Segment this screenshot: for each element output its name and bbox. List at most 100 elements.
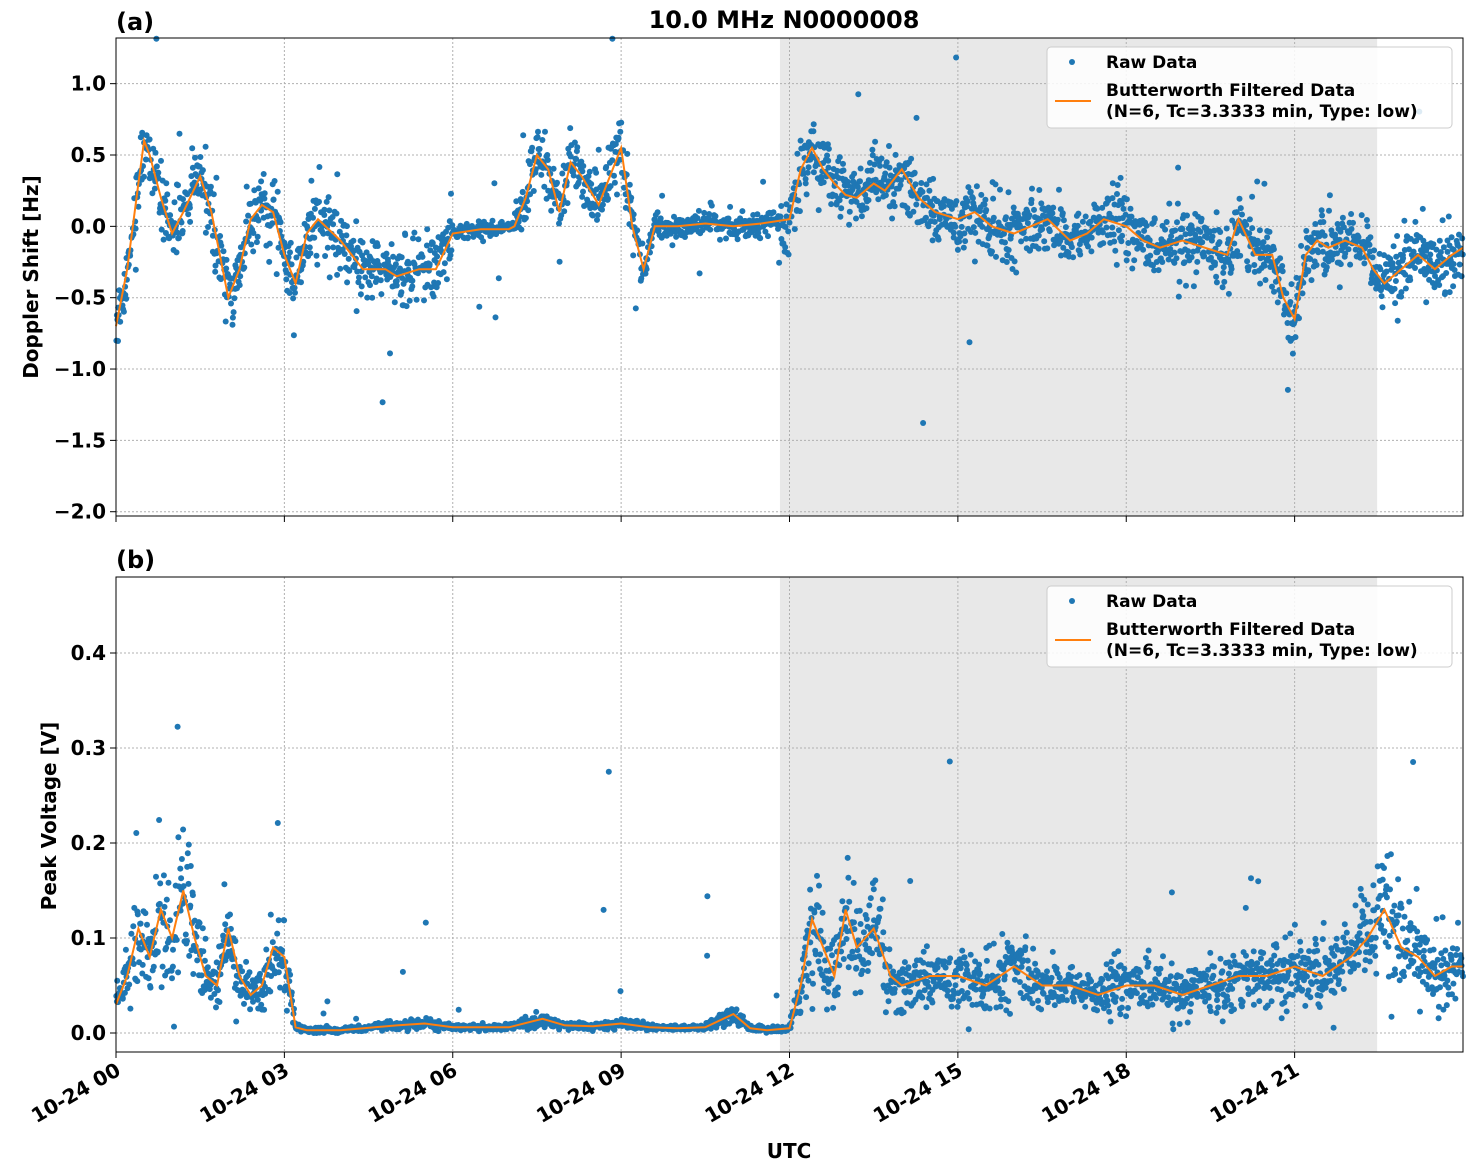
raw-data-point [182, 931, 189, 938]
raw-data-point [851, 919, 857, 926]
raw-data-point [1436, 282, 1443, 288]
raw-data-point [869, 146, 876, 153]
raw-data-point [1203, 972, 1210, 979]
raw-data-point [250, 230, 257, 236]
raw-data-point [544, 157, 551, 163]
raw-data-point [657, 215, 664, 222]
raw-data-point [1038, 200, 1045, 207]
raw-data-point [810, 980, 816, 987]
raw-data-point [132, 225, 139, 232]
raw-data-point [567, 153, 574, 160]
raw-data-point [165, 879, 172, 886]
raw-data-point [554, 179, 560, 186]
raw-data-point [555, 190, 562, 197]
raw-data-point [153, 873, 159, 880]
raw-data-point [227, 281, 234, 288]
raw-data-point [574, 144, 581, 151]
raw-data-point [579, 193, 586, 200]
raw-data-point [696, 270, 703, 277]
raw-data-point [316, 198, 322, 205]
raw-data-point [857, 989, 864, 996]
raw-data-point [972, 229, 979, 236]
raw-data-point [935, 236, 942, 243]
raw-data-point [961, 954, 968, 961]
raw-data-point [1271, 952, 1278, 959]
raw-data-point [642, 270, 649, 277]
raw-data-point [1319, 212, 1326, 219]
raw-data-point [882, 192, 889, 199]
raw-data-point [1032, 960, 1039, 967]
raw-data-point [1378, 293, 1385, 300]
raw-data-point [1160, 953, 1166, 960]
raw-data-point [120, 308, 127, 315]
raw-data-point [293, 254, 300, 261]
raw-data-point [967, 951, 974, 958]
raw-data-point [993, 253, 999, 260]
raw-data-point [393, 282, 400, 289]
raw-data-point [261, 190, 268, 197]
panel-a-legend-filtered-label-2: (N=6, Tc=3.3333 min, Type: low) [1106, 102, 1418, 122]
raw-data-point [1194, 258, 1201, 265]
raw-data-point [556, 220, 562, 227]
raw-data-point [926, 187, 933, 194]
raw-data-point [123, 295, 130, 302]
raw-data-point [1244, 258, 1251, 265]
panel-a: 1.00.50.0−0.5−1.0−1.5−2.0 10.0 MHz N0000… [19, 6, 1466, 524]
raw-data-point [1257, 955, 1264, 962]
panel-a-ylabel: Doppler Shift [Hz] [19, 175, 43, 379]
raw-data-point [430, 293, 437, 300]
raw-data-point [1184, 212, 1190, 219]
raw-data-point [867, 895, 874, 902]
raw-data-point [853, 215, 859, 222]
raw-data-point [1024, 220, 1031, 227]
raw-data-point [1279, 263, 1286, 269]
raw-data-point [330, 244, 337, 251]
raw-data-point [518, 226, 525, 233]
raw-data-point [1323, 264, 1330, 271]
y-tick-label: −2.0 [54, 500, 106, 524]
raw-data-point [1184, 1019, 1191, 1026]
raw-data-point [1269, 283, 1275, 290]
raw-data-point [626, 181, 633, 188]
raw-data-point [966, 995, 973, 1002]
raw-data-point [1115, 948, 1122, 955]
raw-data-point [550, 165, 557, 172]
raw-data-point [273, 271, 280, 278]
raw-data-point [435, 280, 442, 286]
raw-data-point [1321, 232, 1328, 239]
raw-data-point [869, 152, 876, 159]
raw-data-point [415, 236, 422, 243]
raw-data-point [845, 874, 852, 881]
raw-data-point [152, 149, 159, 156]
raw-data-point [954, 1003, 961, 1010]
raw-data-point [362, 274, 369, 281]
raw-data-point [1277, 255, 1284, 262]
raw-data-point [227, 911, 233, 918]
raw-data-point [174, 229, 181, 236]
raw-data-point [913, 114, 920, 121]
raw-data-point [850, 879, 857, 886]
raw-data-point [609, 35, 616, 42]
raw-data-point [1299, 986, 1306, 993]
raw-data-point [1119, 995, 1126, 1002]
raw-data-point [561, 208, 568, 215]
raw-data-point [1127, 205, 1134, 212]
raw-data-point [1035, 245, 1042, 252]
raw-data-point [229, 314, 236, 321]
raw-data-point [1173, 255, 1180, 262]
raw-data-point [594, 216, 600, 223]
raw-data-point [1430, 241, 1437, 248]
raw-data-point [958, 223, 965, 230]
raw-data-point [288, 261, 295, 268]
raw-data-point [603, 164, 610, 170]
raw-data-point [755, 229, 762, 236]
raw-data-point [290, 332, 297, 339]
raw-data-point [1075, 210, 1082, 217]
raw-data-point [1443, 270, 1450, 276]
raw-data-point [185, 841, 192, 848]
panel-a-legend-raw-label: Raw Data [1106, 53, 1197, 73]
raw-data-point [966, 339, 973, 346]
raw-data-point [406, 260, 413, 267]
raw-data-point [1314, 947, 1321, 954]
raw-data-point [160, 872, 167, 879]
